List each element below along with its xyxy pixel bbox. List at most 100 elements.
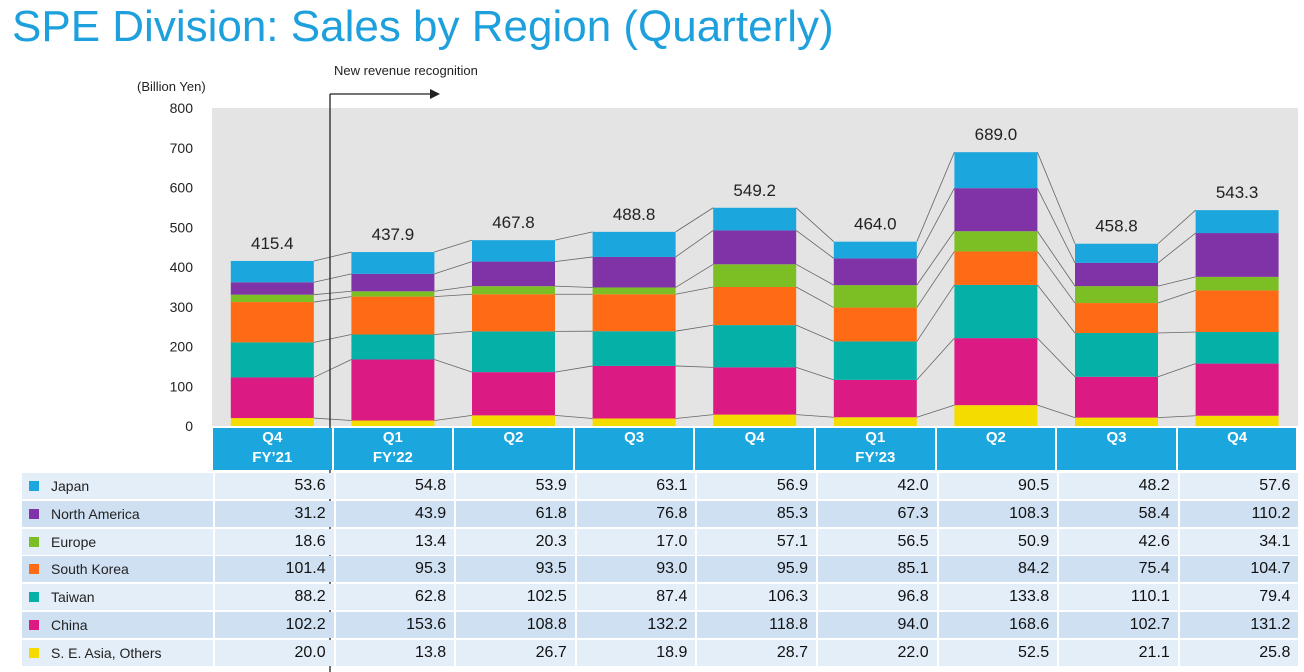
connector-line <box>1037 230 1076 287</box>
bar-segment <box>592 231 676 257</box>
connector-line <box>675 286 714 295</box>
bar-segment <box>592 294 676 332</box>
connector-line <box>313 417 352 421</box>
total-label: 415.4 <box>251 234 294 253</box>
bar-segment <box>954 338 1038 406</box>
connector-line <box>675 365 714 368</box>
bar-segment <box>351 291 435 297</box>
bar-segment <box>1195 233 1279 277</box>
connector-line <box>916 337 955 381</box>
y-tick-label: 700 <box>170 140 194 156</box>
bar-segment <box>1195 276 1279 291</box>
connector-line <box>675 414 714 419</box>
bar-segment <box>713 414 797 426</box>
connector-line <box>796 263 834 286</box>
bar-segment <box>1075 333 1158 377</box>
bar-segment <box>472 294 555 332</box>
connector-line <box>675 324 714 332</box>
bar-segment <box>954 231 1038 252</box>
bar-segment <box>1195 363 1279 416</box>
bar-segment <box>833 379 917 418</box>
bar-segment <box>713 264 797 287</box>
connector-line <box>796 366 834 381</box>
bar-segment <box>954 284 1038 339</box>
bar-segment <box>351 252 435 274</box>
bar-segment <box>1195 332 1279 364</box>
bar-segment <box>230 377 314 419</box>
connector-line <box>554 285 593 288</box>
connector-line <box>916 404 955 418</box>
bar-segment <box>833 258 917 286</box>
connector-line <box>675 263 714 288</box>
bar-segment <box>472 372 555 416</box>
bar-segment <box>592 418 676 426</box>
bar-segment <box>230 260 314 283</box>
bar-segment <box>472 331 555 373</box>
bar-segment <box>230 418 314 426</box>
connector-line <box>1157 232 1196 264</box>
bar-segment <box>592 287 676 295</box>
connector-line <box>1157 331 1196 334</box>
bar-segment <box>1075 286 1158 304</box>
page-title: SPE Division: Sales by Region (Quarterly… <box>12 2 834 51</box>
bar-segment <box>833 285 917 308</box>
connector-line <box>434 293 473 298</box>
bar-segment <box>713 325 797 368</box>
total-label: 543.3 <box>1216 183 1259 202</box>
bar-segment <box>954 405 1038 426</box>
bar-segment <box>833 241 917 259</box>
connector-line <box>795 207 835 242</box>
connector-line <box>675 230 714 258</box>
connector-line <box>1157 415 1196 419</box>
bar-segment <box>592 365 676 419</box>
y-axis-unit-label: (Billion Yen) <box>137 79 206 94</box>
total-label: 549.2 <box>733 181 776 200</box>
total-label: 467.8 <box>492 213 535 232</box>
annotation-arrowhead <box>430 89 440 99</box>
y-tick-label: 400 <box>170 259 194 275</box>
bar-segment <box>472 240 555 262</box>
y-tick-label: 300 <box>170 299 194 315</box>
connector-line <box>1157 209 1196 245</box>
connector-line <box>313 296 352 303</box>
y-tick-label: 800 <box>170 100 194 116</box>
connector-line <box>1037 187 1076 264</box>
bar-segment <box>472 415 555 426</box>
connector-line <box>916 187 955 259</box>
bar-segment <box>1195 210 1279 234</box>
connector-line <box>796 414 834 418</box>
total-label: 437.9 <box>372 225 415 244</box>
bar-segment <box>954 251 1038 285</box>
connector-line <box>675 207 714 233</box>
connector-line <box>434 330 473 335</box>
connector-line <box>916 251 955 308</box>
connector-line <box>796 324 834 342</box>
bar-segment <box>1075 417 1158 426</box>
bar-segment <box>1075 243 1158 263</box>
y-tick-label: 600 <box>170 180 194 196</box>
connector-line <box>434 359 473 373</box>
connector-line <box>916 152 955 242</box>
connector-line <box>916 284 955 342</box>
bar-segment <box>713 367 797 415</box>
connector-line <box>554 231 593 241</box>
annotation-label: New revenue recognition <box>334 63 478 78</box>
connector-line <box>916 230 955 286</box>
connector-line <box>313 290 352 296</box>
y-tick-label: 500 <box>170 219 194 235</box>
connector-line <box>554 256 593 262</box>
total-label: 458.8 <box>1095 217 1138 236</box>
connector-line <box>1037 284 1076 334</box>
bar-segment <box>833 341 917 380</box>
bar-segment <box>1195 290 1279 333</box>
connector-line <box>1157 276 1196 287</box>
bar-segment <box>472 261 555 287</box>
y-tick-label: 200 <box>170 339 194 355</box>
total-label: 464.0 <box>854 215 897 234</box>
connector-line <box>313 273 352 283</box>
bar-segment <box>230 294 314 303</box>
total-label: 488.8 <box>613 205 656 224</box>
bar-segment <box>351 420 435 426</box>
bar-segment <box>592 256 676 288</box>
connector-line <box>1037 152 1076 244</box>
